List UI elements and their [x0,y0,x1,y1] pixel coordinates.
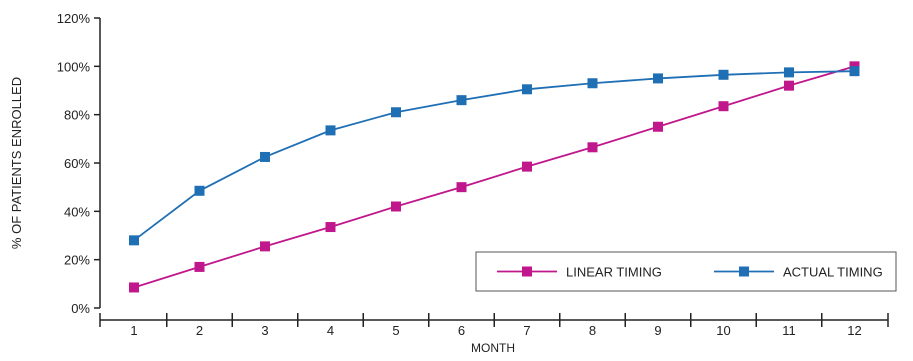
legend-swatch-marker [522,266,532,277]
series-actual-timing [129,66,860,246]
y-tick-label: 0% [71,301,90,316]
x-tick-label: 10 [716,323,730,338]
data-point [194,185,205,196]
y-tick-label: 80% [64,108,90,123]
x-tick-label: 3 [261,323,268,338]
data-point [325,222,336,233]
y-tick-label: 120% [57,11,91,26]
y-tick-label: 100% [57,59,91,74]
data-point [653,121,663,132]
data-point [718,101,729,112]
x-tick-label: 4 [327,323,334,338]
y-axis: 0% 20% 40% 60% 80% 100% 120% [57,11,101,316]
x-tick-label: 2 [196,323,203,338]
y-tick-label: 60% [64,156,90,171]
data-point [784,80,794,91]
data-point [784,67,794,78]
x-axis: 1 2 3 4 5 6 7 8 9 10 11 12 [99,313,889,338]
data-point [260,241,270,252]
data-point [587,142,598,153]
series-line [133,65,855,289]
data-point [718,69,729,80]
series-group [129,61,860,293]
legend: LINEAR TIMING ACTUAL TIMING [475,251,897,292]
x-axis-title: MONTH [471,341,515,355]
y-tick-label: 40% [64,204,90,219]
x-tick-label: 7 [523,323,530,338]
legend-swatch-marker [739,266,749,277]
y-tick-label: 20% [64,253,90,268]
data-point [522,84,532,95]
x-tick-label: 1 [130,323,137,338]
data-point [456,95,467,106]
data-point [849,66,860,77]
y-axis-title: % OF PATIENTS ENROLLED [9,77,24,249]
legend-label: ACTUAL TIMING [783,265,883,280]
data-point [391,201,401,212]
data-point [194,261,205,272]
data-point [587,78,598,89]
x-tick-label: 8 [589,323,596,338]
x-tick-label: 12 [847,323,861,338]
data-point [522,161,532,172]
legend-label: LINEAR TIMING [566,265,662,280]
data-point [325,125,336,136]
data-point [129,235,139,246]
x-tick-label: 11 [782,323,796,338]
data-point [391,107,401,118]
x-tick-label: 5 [392,323,399,338]
data-point [653,73,663,84]
data-point [260,151,270,162]
data-point [129,282,139,293]
data-point [456,182,467,193]
x-tick-label: 6 [458,323,465,338]
series-line [133,70,855,242]
x-tick-label: 9 [654,323,661,338]
